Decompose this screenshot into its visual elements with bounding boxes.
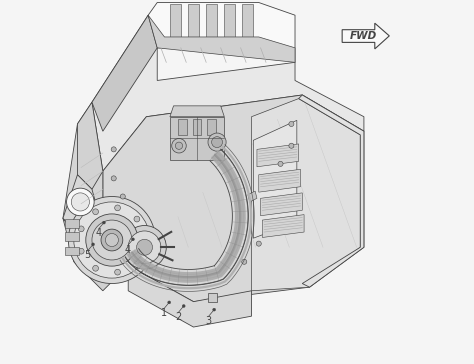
- Text: 2: 2: [175, 312, 182, 322]
- Circle shape: [86, 214, 138, 266]
- Circle shape: [92, 220, 132, 260]
- Polygon shape: [170, 106, 224, 117]
- Circle shape: [256, 241, 261, 246]
- Circle shape: [123, 226, 166, 269]
- Circle shape: [111, 147, 116, 152]
- Text: 5: 5: [84, 250, 91, 260]
- Polygon shape: [92, 15, 157, 131]
- Polygon shape: [65, 246, 79, 255]
- Polygon shape: [148, 15, 295, 62]
- Circle shape: [78, 248, 84, 254]
- Circle shape: [78, 226, 84, 232]
- Polygon shape: [263, 215, 304, 237]
- Circle shape: [91, 243, 94, 246]
- Polygon shape: [252, 99, 360, 291]
- Polygon shape: [253, 120, 297, 238]
- Polygon shape: [170, 117, 224, 160]
- Polygon shape: [92, 15, 364, 171]
- Circle shape: [111, 176, 116, 181]
- Polygon shape: [170, 4, 181, 46]
- Circle shape: [115, 205, 120, 211]
- Circle shape: [137, 239, 153, 255]
- Circle shape: [101, 229, 123, 251]
- Circle shape: [131, 238, 135, 241]
- Circle shape: [242, 259, 247, 264]
- Polygon shape: [77, 102, 103, 189]
- Circle shape: [68, 197, 155, 284]
- Circle shape: [142, 237, 147, 243]
- Circle shape: [74, 202, 150, 278]
- Circle shape: [66, 188, 94, 216]
- Polygon shape: [65, 232, 79, 241]
- Circle shape: [278, 161, 283, 166]
- Circle shape: [134, 258, 140, 264]
- Polygon shape: [207, 119, 216, 135]
- Text: 3: 3: [206, 316, 212, 325]
- Circle shape: [175, 142, 182, 149]
- Circle shape: [105, 233, 118, 246]
- Circle shape: [213, 308, 216, 311]
- Circle shape: [289, 143, 294, 148]
- Circle shape: [211, 136, 222, 147]
- Polygon shape: [257, 144, 299, 167]
- Circle shape: [182, 305, 185, 308]
- Polygon shape: [248, 191, 257, 202]
- Polygon shape: [342, 23, 389, 49]
- Polygon shape: [103, 95, 364, 302]
- Circle shape: [120, 194, 125, 199]
- Polygon shape: [193, 119, 201, 135]
- Polygon shape: [206, 4, 217, 46]
- Circle shape: [115, 269, 120, 275]
- Circle shape: [168, 301, 171, 304]
- Circle shape: [102, 221, 105, 224]
- Circle shape: [289, 122, 294, 127]
- Text: 1: 1: [161, 308, 167, 318]
- Circle shape: [128, 231, 161, 264]
- Polygon shape: [65, 219, 79, 228]
- Circle shape: [172, 138, 186, 153]
- Polygon shape: [224, 4, 235, 46]
- Polygon shape: [261, 193, 302, 216]
- Polygon shape: [259, 169, 301, 192]
- Polygon shape: [63, 102, 103, 247]
- Polygon shape: [242, 4, 253, 46]
- Circle shape: [93, 209, 99, 215]
- Text: FWD: FWD: [349, 31, 377, 41]
- Text: 4: 4: [95, 229, 101, 238]
- Polygon shape: [299, 95, 364, 287]
- Polygon shape: [148, 3, 295, 62]
- Circle shape: [93, 265, 99, 271]
- Text: 4: 4: [125, 245, 130, 255]
- Polygon shape: [178, 119, 187, 135]
- Polygon shape: [63, 175, 103, 247]
- Circle shape: [134, 216, 140, 222]
- Polygon shape: [208, 293, 217, 302]
- Circle shape: [71, 193, 90, 211]
- Polygon shape: [188, 4, 199, 46]
- Circle shape: [208, 133, 226, 151]
- Polygon shape: [63, 218, 128, 291]
- Polygon shape: [128, 265, 252, 327]
